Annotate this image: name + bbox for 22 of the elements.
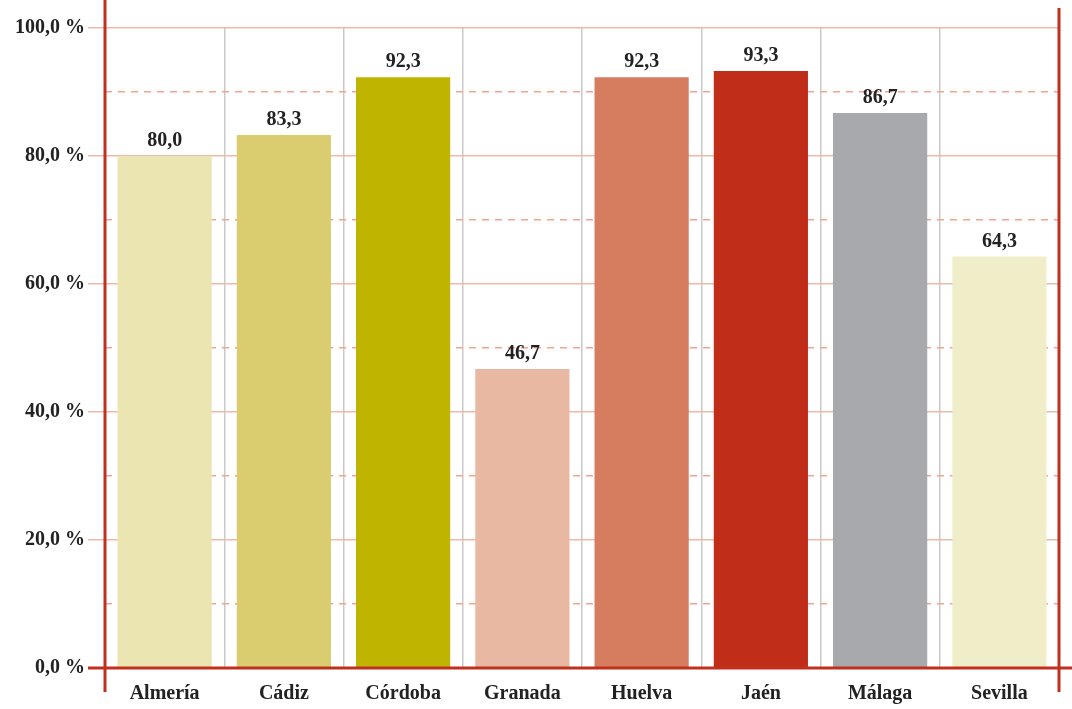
x-tick-label: Córdoba [365, 681, 441, 704]
y-tick-label: 60,0 % [25, 271, 85, 294]
x-tick-label: Sevilla [971, 681, 1028, 704]
data-label: 46,7 [504, 341, 540, 364]
x-tick-label: Huelva [611, 681, 673, 704]
data-label: 64,3 [981, 228, 1017, 251]
y-tick-label: 80,0 % [25, 143, 85, 166]
data-label: 80,0 [147, 128, 183, 151]
x-tick-label: Jaén [740, 681, 781, 704]
data-label: 83,3 [266, 107, 302, 130]
data-label: 86,7 [862, 85, 898, 108]
x-tick-label: Almería [129, 681, 200, 704]
y-tick-label: 40,0 % [25, 399, 85, 422]
x-tick-label: Cádiz [258, 681, 309, 704]
y-tick-label: 100,0 % [15, 15, 85, 38]
y-tick-label: 20,0 % [25, 527, 85, 550]
x-tick-label: Málaga [847, 681, 913, 705]
data-label: 92,3 [624, 49, 660, 72]
y-tick-label: 0,0 % [35, 655, 85, 678]
x-tick-label: Granada [484, 681, 561, 704]
data-label: 92,3 [385, 49, 421, 72]
data-label: 93,3 [743, 43, 779, 66]
